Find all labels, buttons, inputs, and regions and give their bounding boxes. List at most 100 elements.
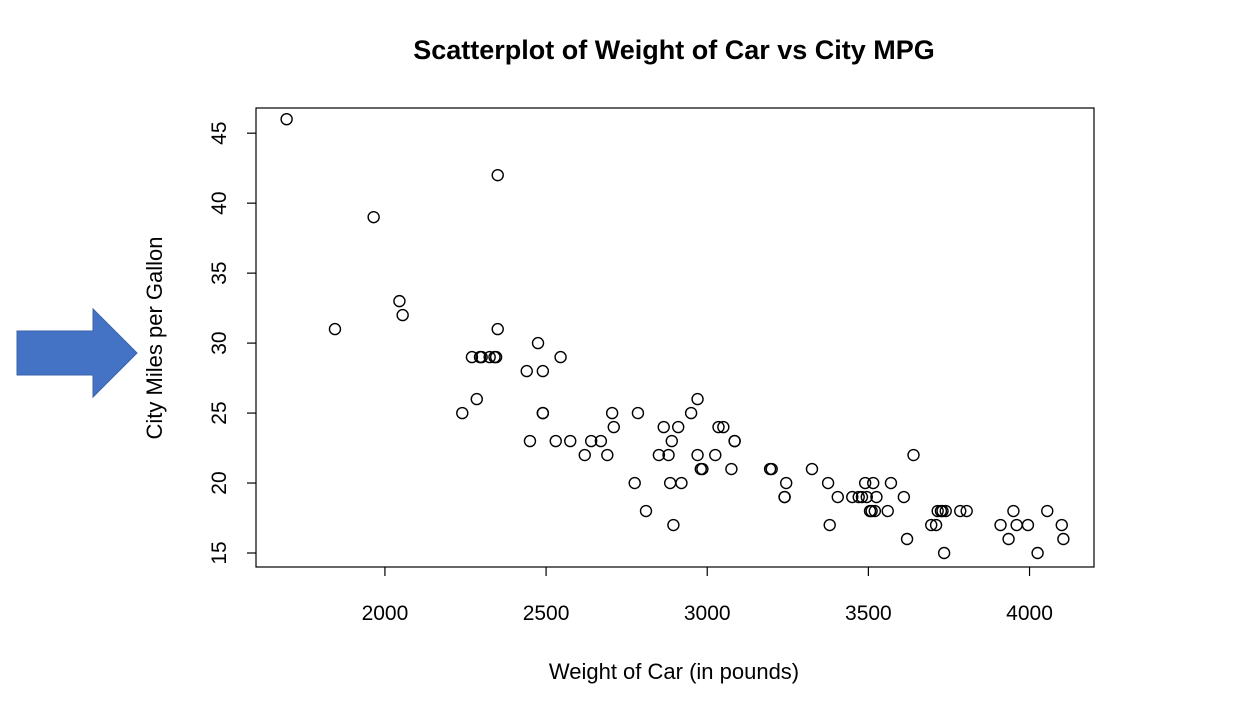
data-point (865, 504, 878, 518)
data-point (728, 434, 741, 448)
x-tick-label: 3500 (845, 602, 892, 625)
data-point (858, 476, 872, 490)
data-point (1007, 504, 1020, 518)
data-point (881, 504, 894, 518)
data-point (393, 294, 406, 308)
y-tick-label: 25 (208, 401, 231, 424)
data-point (663, 476, 677, 490)
data-point (554, 350, 567, 364)
data-point (280, 112, 293, 126)
data-point (939, 504, 952, 518)
data-point (396, 308, 409, 322)
x-axis: 2000 2500 3000 3500 4000 (362, 567, 1053, 625)
data-point (712, 420, 725, 434)
data-point (328, 322, 342, 336)
data-point (585, 434, 598, 448)
data-point (605, 406, 619, 420)
data-point (765, 462, 778, 476)
y-axis-label: City Miles per Gallon (142, 237, 167, 440)
data-point (831, 490, 844, 504)
data-point (691, 392, 704, 406)
data-point (1002, 532, 1015, 546)
data-point (709, 448, 722, 462)
data-point (691, 448, 704, 462)
data-point (1057, 532, 1070, 546)
data-point (456, 406, 469, 420)
y-tick-label: 35 (208, 261, 231, 284)
x-tick-label: 3000 (684, 602, 731, 625)
data-point (821, 476, 835, 490)
data-point (897, 490, 911, 504)
data-point (578, 448, 591, 462)
data-point (717, 420, 730, 434)
y-tick-label: 30 (208, 331, 231, 354)
data-point (675, 476, 688, 490)
data-point (672, 420, 685, 434)
y-tick-label: 15 (208, 541, 231, 564)
data-point (564, 434, 577, 448)
data-point (778, 490, 791, 504)
x-tick-label: 2500 (523, 602, 570, 625)
data-point (994, 518, 1007, 532)
data-point (1055, 518, 1068, 532)
data-point (867, 476, 880, 490)
data-point (536, 406, 550, 420)
data-point (631, 406, 645, 420)
data-point (489, 350, 503, 364)
data-point (662, 448, 675, 462)
data-point (470, 392, 483, 406)
data-point (805, 462, 819, 476)
data-point (936, 504, 949, 518)
data-point (667, 518, 680, 532)
data-point (465, 350, 479, 364)
data-point (628, 476, 641, 490)
data-point (907, 448, 920, 462)
data-point (523, 434, 537, 448)
data-point (601, 448, 614, 462)
data-point (639, 504, 653, 518)
data-point (1010, 518, 1023, 532)
data-point (900, 532, 914, 546)
data-point (954, 504, 967, 518)
data-point (937, 546, 951, 560)
data-point (483, 350, 496, 364)
data-point (652, 448, 666, 462)
chart-title: Scatterplot of Weight of Car vs City MPG (413, 35, 935, 65)
y-tick-label: 20 (208, 471, 231, 494)
y-tick-label: 45 (208, 122, 231, 145)
data-point (475, 350, 488, 364)
data-point (1021, 518, 1035, 532)
x-tick-label: 4000 (1006, 602, 1053, 625)
data-point (491, 168, 504, 182)
data-point (779, 476, 793, 490)
data-point (520, 364, 533, 378)
data-point (657, 420, 670, 434)
y-axis: 15 20 25 30 35 40 45 (208, 122, 256, 565)
data-point (549, 434, 562, 448)
data-point (1031, 546, 1044, 560)
data-point (884, 476, 898, 490)
data-point (823, 518, 836, 532)
data-point (929, 518, 943, 532)
data-point (594, 434, 608, 448)
data-point (925, 518, 938, 532)
data-point (725, 462, 738, 476)
data-point (665, 434, 678, 448)
data-point (960, 504, 973, 518)
data-point (868, 504, 882, 518)
data-point (852, 490, 865, 504)
data-point (536, 364, 550, 378)
x-axis-label: Weight of Car (in pounds) (549, 659, 799, 684)
data-point (607, 420, 620, 434)
data-point (860, 490, 873, 504)
data-point (1041, 504, 1054, 518)
data-point (531, 336, 545, 350)
x-tick-label: 2000 (362, 602, 409, 625)
data-points (280, 112, 1070, 560)
data-point (684, 406, 698, 420)
y-tick-label: 40 (208, 191, 231, 214)
data-point (855, 490, 869, 504)
data-point (696, 462, 709, 476)
data-point (870, 490, 883, 504)
